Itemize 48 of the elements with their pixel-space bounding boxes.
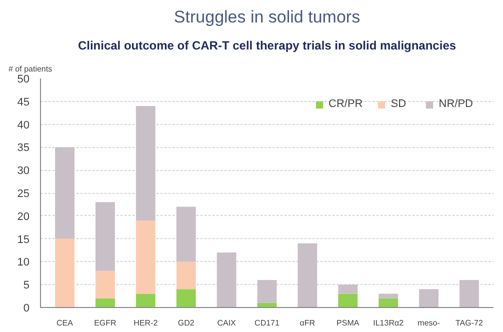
y-tick-label: 45 <box>17 96 30 108</box>
y-tick-label: 20 <box>17 210 30 223</box>
x-tick-label: TAG-72 <box>456 318 484 328</box>
bar <box>55 147 74 239</box>
y-tick-label: 35 <box>17 142 30 154</box>
legend-label: SD <box>390 98 408 110</box>
bar <box>378 298 398 308</box>
y-tick-label: 40 <box>17 119 30 132</box>
bar <box>338 284 358 294</box>
bar <box>96 270 115 298</box>
bar <box>216 252 236 308</box>
x-tick-label: CAIX <box>217 318 237 328</box>
x-tick-label: EGFR <box>94 318 117 328</box>
chart-subtitle: Clinical outcome of CAR-T cell therapy trials in solid malignancies <box>78 38 456 52</box>
bar <box>338 294 358 308</box>
bar <box>176 262 196 290</box>
legend-label: CR/PR <box>328 98 363 110</box>
x-tick-label: GD2 <box>178 318 195 328</box>
bar <box>257 280 277 303</box>
x-tick-label: CD171 <box>254 318 280 328</box>
y-axis-title: # of patients <box>8 64 52 74</box>
legend-label: NR/PD <box>438 98 473 110</box>
bar <box>378 294 398 298</box>
bar <box>96 202 115 271</box>
bar <box>96 298 115 308</box>
x-tick-label: αFR <box>300 318 316 328</box>
y-tick-label: 15 <box>17 234 30 246</box>
bar <box>136 106 156 220</box>
bar <box>419 289 438 308</box>
y-tick-label: 0 <box>23 302 30 314</box>
x-tick-label: PSMA <box>336 318 360 328</box>
bar <box>460 280 479 308</box>
bar <box>136 220 156 294</box>
y-tick-label: 50 <box>17 74 30 86</box>
y-tick-label: 5 <box>23 280 30 292</box>
bar <box>55 238 74 308</box>
y-tick-label: 10 <box>17 256 30 269</box>
y-tick-label: 30 <box>17 165 30 178</box>
bar <box>176 289 196 308</box>
bar <box>176 206 196 262</box>
y-tick-label: 25 <box>17 188 30 200</box>
bar <box>298 243 318 308</box>
x-tick-label: HER-2 <box>134 318 158 328</box>
x-tick-label: meso- <box>418 318 440 328</box>
x-tick-label: CEA <box>56 318 74 328</box>
x-tick-label: IL13Rα2 <box>373 318 404 328</box>
chart-title: Struggles in solid tumors <box>174 8 360 26</box>
bar <box>136 294 156 308</box>
